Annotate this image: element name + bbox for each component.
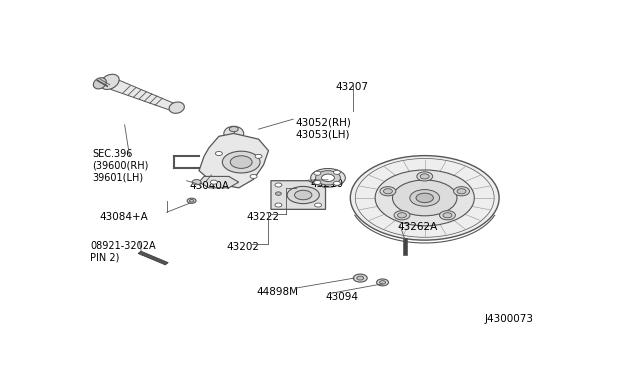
Polygon shape (138, 251, 168, 265)
Text: 43222: 43222 (246, 212, 279, 222)
Ellipse shape (375, 170, 474, 226)
Text: J4300073: J4300073 (484, 314, 533, 324)
Ellipse shape (392, 180, 457, 216)
Circle shape (443, 213, 452, 218)
Circle shape (216, 151, 222, 155)
Polygon shape (199, 176, 239, 188)
Ellipse shape (410, 190, 440, 206)
Circle shape (275, 192, 282, 195)
Circle shape (316, 171, 340, 185)
Circle shape (417, 172, 433, 181)
Circle shape (222, 151, 260, 173)
Circle shape (230, 156, 252, 169)
Ellipse shape (350, 155, 499, 240)
Circle shape (376, 279, 388, 286)
Circle shape (394, 211, 410, 220)
Text: 43262A: 43262A (397, 222, 438, 232)
Circle shape (420, 174, 429, 179)
Polygon shape (271, 181, 326, 209)
Text: 43084+A: 43084+A (100, 212, 148, 222)
Polygon shape (110, 80, 177, 110)
Ellipse shape (287, 186, 319, 203)
Text: SEC.396
(39600(RH)
39601(LH): SEC.396 (39600(RH) 39601(LH) (92, 149, 148, 182)
Circle shape (383, 189, 392, 194)
Circle shape (315, 203, 321, 207)
Text: 43040A: 43040A (189, 181, 229, 191)
Circle shape (454, 187, 470, 196)
Text: 44898M: 44898M (256, 287, 298, 297)
Circle shape (333, 170, 340, 174)
Circle shape (457, 189, 466, 194)
Circle shape (397, 213, 406, 218)
Circle shape (356, 276, 364, 280)
Circle shape (255, 154, 262, 158)
Ellipse shape (294, 190, 312, 200)
Ellipse shape (224, 126, 244, 141)
Circle shape (211, 180, 218, 184)
Circle shape (275, 183, 282, 187)
Text: 43094: 43094 (326, 292, 358, 302)
Circle shape (321, 174, 335, 182)
Ellipse shape (169, 102, 184, 113)
Ellipse shape (93, 78, 106, 89)
Circle shape (229, 126, 238, 132)
Text: 43052(RH)
43053(LH): 43052(RH) 43053(LH) (296, 118, 351, 139)
Ellipse shape (416, 193, 433, 203)
Text: 43210: 43210 (310, 179, 344, 189)
Circle shape (192, 180, 201, 185)
Text: 43202: 43202 (227, 242, 259, 252)
Text: 43207: 43207 (335, 82, 369, 92)
Circle shape (440, 211, 456, 220)
Circle shape (314, 171, 321, 175)
Circle shape (250, 174, 257, 179)
Circle shape (314, 180, 321, 185)
Polygon shape (199, 134, 269, 188)
Text: 08921-3202A
PIN 2): 08921-3202A PIN 2) (90, 241, 156, 263)
Circle shape (380, 280, 385, 284)
Ellipse shape (310, 169, 346, 187)
Polygon shape (403, 238, 407, 255)
Circle shape (333, 181, 340, 185)
Circle shape (353, 274, 367, 282)
Circle shape (380, 187, 396, 196)
Ellipse shape (100, 74, 119, 90)
Circle shape (275, 203, 282, 207)
Circle shape (189, 199, 194, 202)
Circle shape (187, 198, 196, 203)
